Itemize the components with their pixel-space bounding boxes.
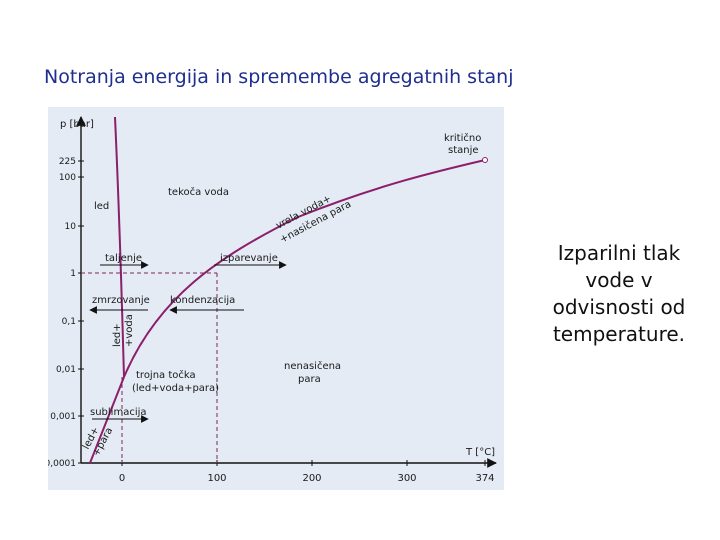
process-arrows <box>89 261 287 423</box>
y-axis-label: p [bar] <box>60 119 94 130</box>
region-liquid: tekoča voda <box>168 186 229 198</box>
description-text: Izparilni tlak vode v odvisnosti od temp… <box>528 240 710 348</box>
label-melting-2: +voda <box>124 314 135 347</box>
phase-diagram-svg: 225 100 10 1 0,1 0,01 0,001 0,0001 0 100… <box>48 116 497 484</box>
y-tick-10: 10 <box>65 222 77 232</box>
critical-point-label-2: stanje <box>448 145 479 156</box>
x-axis-label: T [°C] <box>465 447 495 458</box>
phase-curves <box>89 116 486 464</box>
critical-point-marker <box>482 157 488 163</box>
y-tick-0-1: 0,1 <box>62 317 76 327</box>
x-tick-0: 0 <box>119 473 125 484</box>
y-tick-225: 225 <box>59 157 76 167</box>
phase-diagram: 225 100 10 1 0,1 0,01 0,001 0,0001 0 100… <box>48 107 504 490</box>
region-unsaturated-vapor-2: para <box>298 374 321 385</box>
description-line-3: odvisnosti od <box>552 295 686 319</box>
y-tick-0-0001: 0,0001 <box>48 459 76 469</box>
sublimation-curve <box>89 376 125 464</box>
y-tick-100: 100 <box>59 173 76 183</box>
process-melting: taljenje <box>105 253 142 264</box>
vaporization-curve <box>123 159 486 378</box>
guide-lines <box>81 272 218 463</box>
process-sublimation: sublimacija <box>90 407 147 418</box>
x-tick-374: 374 <box>475 473 494 484</box>
x-tick-100: 100 <box>207 473 226 484</box>
region-ice: led <box>94 201 109 212</box>
description-line-2: vode v <box>585 268 653 292</box>
x-tick-300: 300 <box>397 473 416 484</box>
process-condensation: kondenzacija <box>170 295 235 306</box>
x-tick-200: 200 <box>302 473 321 484</box>
critical-point-label-1: kritično <box>444 132 481 144</box>
y-tick-1: 1 <box>70 269 76 279</box>
melting-curve <box>114 116 125 378</box>
label-melting-1: led+ <box>112 323 123 347</box>
triple-point-label-2: (led+voda+para) <box>132 383 219 394</box>
process-evaporation: izparevanje <box>220 253 278 264</box>
region-unsaturated-vapor-1: nenasičena <box>284 360 341 372</box>
description-line-1: Izparilni tlak <box>557 241 681 265</box>
process-freezing: zmrzovanje <box>92 295 150 306</box>
slide-title: Notranja energija in spremembe agregatni… <box>44 66 514 88</box>
y-tick-0-01: 0,01 <box>56 365 76 375</box>
triple-point-label-1: trojna točka <box>136 369 196 381</box>
y-tick-labels: 225 100 10 1 0,1 0,01 0,001 0,0001 <box>48 157 76 469</box>
x-tick-labels: 0 100 200 300 374 <box>119 473 495 484</box>
y-tick-0-001: 0,001 <box>50 412 76 422</box>
description-line-4: temperature. <box>552 322 686 346</box>
